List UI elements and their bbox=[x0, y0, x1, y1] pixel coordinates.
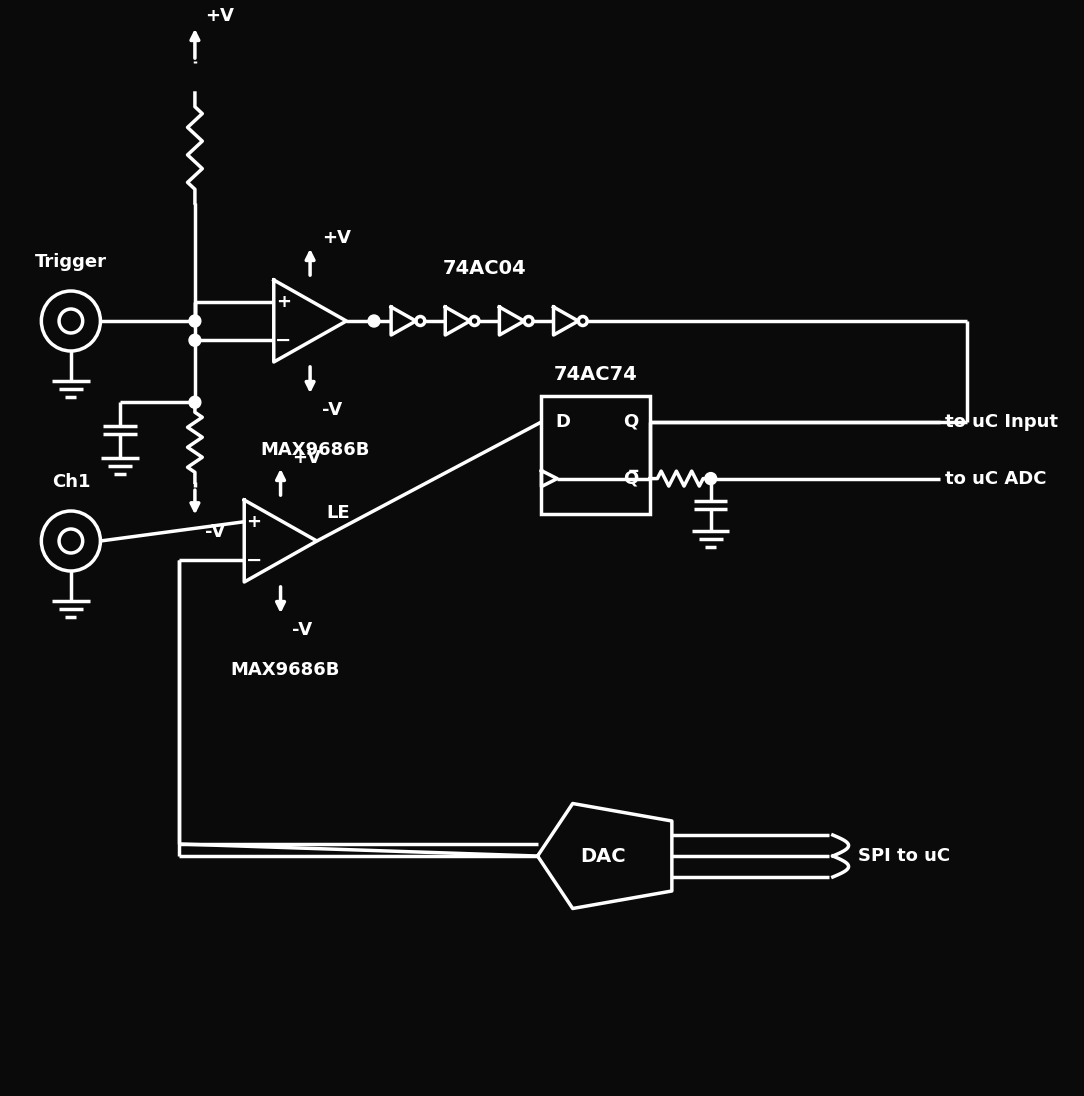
Text: +V: +V bbox=[205, 7, 234, 25]
Text: -V: -V bbox=[205, 523, 224, 541]
Text: MAX9686B: MAX9686B bbox=[231, 661, 340, 680]
Circle shape bbox=[369, 315, 379, 327]
Text: Q̅: Q̅ bbox=[622, 469, 637, 488]
Text: +: + bbox=[246, 513, 261, 530]
Circle shape bbox=[705, 472, 717, 484]
Text: 74AC74: 74AC74 bbox=[554, 365, 637, 384]
Text: -V: -V bbox=[322, 401, 343, 419]
Circle shape bbox=[189, 397, 201, 409]
Text: SPI to uC: SPI to uC bbox=[859, 847, 951, 865]
Text: LE: LE bbox=[326, 504, 350, 522]
Text: to uC Input: to uC Input bbox=[945, 413, 1058, 431]
Text: D: D bbox=[555, 413, 570, 431]
Text: +V: +V bbox=[293, 449, 321, 467]
Text: Ch1: Ch1 bbox=[52, 473, 90, 491]
Text: −: − bbox=[275, 331, 292, 350]
Circle shape bbox=[189, 315, 201, 327]
Text: -V: -V bbox=[293, 621, 312, 639]
Circle shape bbox=[189, 334, 201, 346]
Text: to uC ADC: to uC ADC bbox=[945, 469, 1046, 488]
Text: Q: Q bbox=[622, 413, 637, 431]
Text: 74AC04: 74AC04 bbox=[443, 260, 527, 278]
Text: −: − bbox=[246, 551, 262, 570]
Text: +V: +V bbox=[322, 229, 351, 247]
Text: DAC: DAC bbox=[581, 846, 627, 866]
Text: MAX9686B: MAX9686B bbox=[260, 441, 370, 459]
Bar bbox=[541, 396, 649, 514]
Text: Trigger: Trigger bbox=[35, 253, 107, 271]
Text: +: + bbox=[276, 293, 292, 311]
